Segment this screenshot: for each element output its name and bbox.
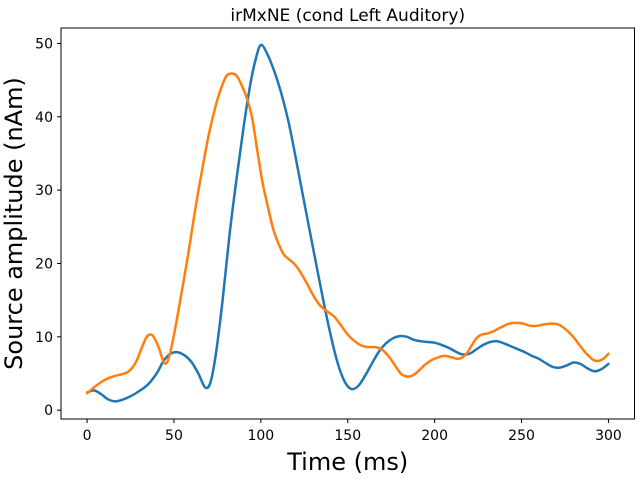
x-tick-label: 250: [508, 428, 535, 444]
x-tick-label: 50: [165, 428, 183, 444]
chart-title: irMxNE (cond Left Auditory): [230, 6, 465, 26]
y-tick-label: 30: [35, 183, 53, 199]
x-tick-label: 0: [83, 428, 92, 444]
x-tick-label: 200: [421, 428, 448, 444]
source-1-blue-curve: [85, 43, 610, 403]
y-tick-label: 0: [44, 403, 53, 419]
x-tick-label: 300: [595, 428, 622, 444]
y-tick-label: 50: [35, 36, 53, 52]
source-2-orange-curve: [85, 72, 610, 395]
x-axis-label: Time (ms): [286, 448, 408, 476]
x-tick-label: 100: [247, 428, 274, 444]
y-axis-label: Source amplitude (nAm): [0, 77, 28, 370]
x-tick-label: 150: [334, 428, 361, 444]
y-tick-label: 20: [35, 256, 53, 272]
y-tick-label: 40: [35, 110, 53, 126]
y-tick-label: 10: [35, 330, 53, 346]
